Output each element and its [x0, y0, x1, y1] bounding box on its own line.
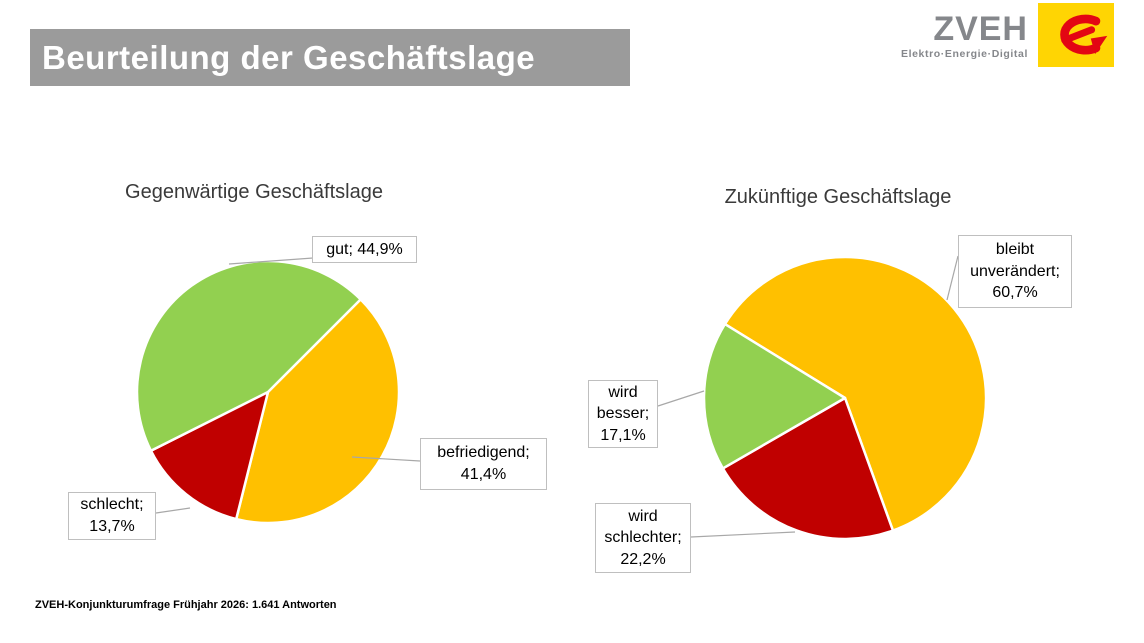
zveh-logo-square — [1038, 3, 1114, 67]
zveh-logo-tagline: Elektro·Energie·Digital — [901, 48, 1028, 60]
zveh-logo-name: ZVEH — [933, 10, 1028, 48]
pie-slice-gut — [135, 259, 362, 452]
pie-chart-future-situation — [702, 255, 988, 541]
data-label-befriedigend: befriedigend; 41,4% — [420, 438, 547, 490]
data-label-wird-besser: wird besser; 17,1% — [588, 380, 658, 448]
data-label-schlecht: schlecht; 13,7% — [68, 492, 156, 540]
pie-chart-current-situation — [135, 259, 401, 525]
data-label-bleibt-unveraendert: bleibt unverändert; 60,7% — [958, 235, 1072, 308]
chart-title-current: Gegenwärtige Geschäftslage — [125, 181, 383, 203]
pie-slice-schlecht — [149, 390, 270, 521]
data-label-wird-schlechter: wird schlechter; 22,2% — [595, 503, 691, 573]
leader-line-wird-besser — [657, 390, 705, 407]
source-note: ZVEH-Konjunkturumfrage Frühjahr 2026: 1.… — [35, 599, 337, 611]
chart-title-future: Zukünftige Geschäftslage — [724, 186, 952, 208]
page-title: Beurteilung der Geschäftslage — [42, 38, 536, 76]
zveh-e-arrow-icon — [1060, 14, 1108, 55]
pie-slice-wird-schlechter — [721, 396, 895, 541]
header-bar: Beurteilung der Geschäftslage — [30, 29, 630, 86]
data-label-gut: gut; 44,9% — [312, 236, 417, 263]
pie-slice-bleibt-unverändert — [723, 255, 988, 532]
zveh-logo-text: ZVEH Elektro·Energie·Digital — [878, 12, 1028, 60]
